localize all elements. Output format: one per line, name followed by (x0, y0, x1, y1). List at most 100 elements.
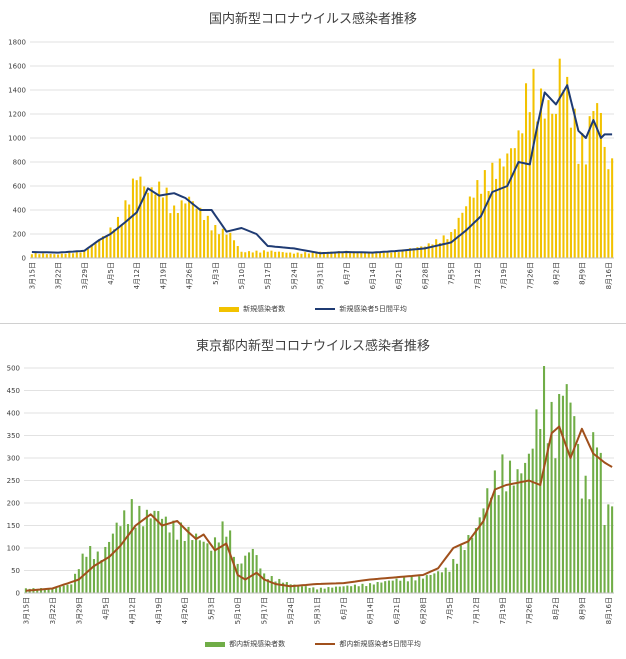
bar (81, 553, 84, 593)
y-tick-label: 400 (13, 207, 26, 215)
bar (474, 528, 477, 593)
bar (369, 583, 372, 593)
bar (316, 589, 319, 593)
x-tick-label: 7月12日 (473, 597, 481, 624)
bar (281, 252, 284, 258)
bar (312, 587, 315, 593)
bar (326, 251, 329, 258)
y-tick-label: 250 (7, 477, 20, 485)
legend-item-bars: 都内新規感染者数 (205, 639, 285, 649)
bar (580, 498, 583, 593)
bar (482, 508, 485, 593)
bar (153, 510, 156, 593)
legend-item-bars: 新規感染者数 (219, 304, 285, 314)
bar (431, 244, 434, 258)
x-tick-label: 6月7日 (340, 597, 348, 620)
bar (79, 252, 82, 258)
bar (210, 550, 213, 593)
x-tick-label: 8月9日 (579, 262, 587, 285)
chart-legend: 新規感染者数 新規感染者5日間平均 (0, 304, 626, 314)
bar (365, 586, 368, 593)
bar (289, 252, 292, 258)
bar (438, 242, 441, 258)
x-tick-label: 5月17日 (261, 597, 269, 624)
bar (244, 555, 247, 593)
bar (146, 192, 149, 258)
x-tick-label: 6月21日 (393, 597, 401, 624)
bar (90, 244, 93, 258)
bar (561, 395, 564, 593)
x-tick-label: 4月12日 (133, 262, 141, 289)
bar (573, 108, 576, 258)
bar (491, 162, 494, 258)
bar (352, 251, 355, 258)
bar (399, 580, 402, 593)
bar (505, 491, 508, 593)
bar (547, 100, 550, 258)
bar (307, 253, 310, 258)
bar (543, 118, 546, 258)
bar (360, 251, 363, 258)
x-tick-label: 5月31日 (317, 262, 325, 289)
bar (569, 127, 572, 258)
bar (75, 251, 78, 258)
bar (247, 251, 251, 258)
legend-swatch-line (315, 643, 336, 645)
bar (390, 252, 393, 258)
x-tick-label: 3月15日 (28, 262, 36, 289)
bar (66, 584, 69, 593)
bar (270, 250, 273, 258)
bar (346, 585, 349, 593)
bar (85, 556, 88, 593)
bar (308, 587, 311, 593)
bar (221, 228, 224, 258)
bar (128, 204, 131, 258)
bar (524, 462, 527, 593)
y-tick-label: 300 (7, 455, 20, 463)
x-tick-label: 8月9日 (578, 597, 586, 620)
bar (322, 252, 325, 258)
x-tick-label: 8月2日 (552, 597, 560, 620)
bar (603, 146, 606, 258)
x-tick-label: 3月22日 (55, 262, 63, 289)
bar (353, 584, 356, 593)
bar (395, 578, 398, 593)
bar (135, 180, 138, 258)
y-tick-label: 100 (7, 545, 20, 553)
bar (119, 526, 122, 593)
bar (311, 251, 314, 258)
bar (408, 248, 412, 258)
bar (218, 234, 221, 258)
bar (364, 253, 367, 258)
x-tick-label: 3月29日 (81, 262, 89, 289)
bar (596, 103, 599, 259)
bar (490, 497, 493, 593)
bar (334, 252, 337, 258)
bar (262, 250, 266, 258)
bar (293, 584, 296, 593)
bar (554, 113, 558, 259)
bar (232, 556, 235, 593)
bar (277, 251, 280, 258)
bar (188, 196, 191, 258)
bar (337, 251, 340, 258)
bar (150, 187, 153, 258)
x-tick-label: 6月21日 (395, 262, 403, 289)
bar (74, 573, 77, 593)
bar (100, 559, 103, 593)
bar (172, 520, 175, 593)
bar (378, 252, 382, 258)
bar (520, 473, 523, 593)
bar (198, 540, 201, 593)
bar (334, 586, 338, 593)
bar (581, 132, 584, 258)
bar (176, 212, 179, 258)
bar (179, 522, 182, 593)
bar (169, 213, 172, 258)
bar (501, 454, 504, 593)
bar (34, 252, 37, 258)
x-tick-label: 7月12日 (474, 262, 482, 289)
bar (425, 575, 428, 593)
x-tick-label: 7月19日 (500, 262, 508, 289)
tokyo-chart-plot: 0 50 100 150 200 250 300 350 400 450 500 3月15日 3月22日… (7, 365, 614, 624)
